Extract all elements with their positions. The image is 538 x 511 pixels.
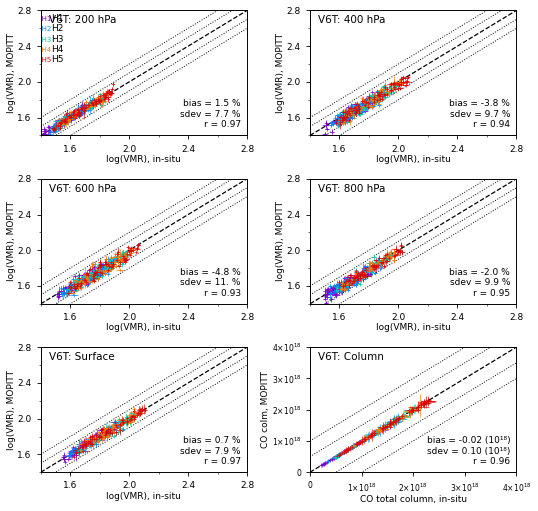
- Text: V6T: Column: V6T: Column: [318, 352, 384, 362]
- X-axis label: log(VMR), in-situ: log(VMR), in-situ: [376, 155, 451, 164]
- Text: bias = 1.5 %
sdev = 7.7 %
r = 0.97: bias = 1.5 % sdev = 7.7 % r = 0.97: [180, 100, 241, 129]
- Y-axis label: log(VMR), MOPITT: log(VMR), MOPITT: [276, 33, 285, 113]
- X-axis label: CO total column, in-situ: CO total column, in-situ: [359, 495, 467, 504]
- Text: V6T: Surface: V6T: Surface: [49, 352, 115, 362]
- Text: bias = -0.02 (10¹⁸)
sdev = 0.10 (10¹⁸)
r = 0.96: bias = -0.02 (10¹⁸) sdev = 0.10 (10¹⁸) r…: [427, 436, 510, 466]
- Y-axis label: log(VMR), MOPITT: log(VMR), MOPITT: [7, 201, 16, 282]
- Text: V6T: 200 hPa: V6T: 200 hPa: [49, 15, 116, 26]
- Y-axis label: log(VMR), MOPITT: log(VMR), MOPITT: [276, 201, 285, 282]
- Text: V6T: 600 hPa: V6T: 600 hPa: [49, 184, 116, 194]
- X-axis label: log(VMR), in-situ: log(VMR), in-situ: [107, 492, 181, 501]
- X-axis label: log(VMR), in-situ: log(VMR), in-situ: [376, 323, 451, 332]
- Text: bias = -3.8 %
sdev = 9.7 %
r = 0.94: bias = -3.8 % sdev = 9.7 % r = 0.94: [449, 100, 510, 129]
- Text: bias = -2.0 %
sdev = 9.9 %
r = 0.95: bias = -2.0 % sdev = 9.9 % r = 0.95: [449, 268, 510, 297]
- Text: V6T: 400 hPa: V6T: 400 hPa: [318, 15, 386, 26]
- Text: bias = 0.7 %
sdev = 7.9 %
r = 0.97: bias = 0.7 % sdev = 7.9 % r = 0.97: [180, 436, 241, 466]
- Y-axis label: log(VMR), MOPITT: log(VMR), MOPITT: [7, 33, 16, 113]
- Y-axis label: log(VMR), MOPITT: log(VMR), MOPITT: [7, 370, 16, 450]
- X-axis label: log(VMR), in-situ: log(VMR), in-situ: [107, 155, 181, 164]
- Text: bias = -4.8 %
sdev = 11. %
r = 0.93: bias = -4.8 % sdev = 11. % r = 0.93: [180, 268, 241, 297]
- Legend: H1, H2, H3, H4, H5: H1, H2, H3, H4, H5: [44, 13, 64, 65]
- Text: V6T: 800 hPa: V6T: 800 hPa: [318, 184, 386, 194]
- Y-axis label: CO colm, MOPITT: CO colm, MOPITT: [261, 371, 270, 448]
- X-axis label: log(VMR), in-situ: log(VMR), in-situ: [107, 323, 181, 332]
